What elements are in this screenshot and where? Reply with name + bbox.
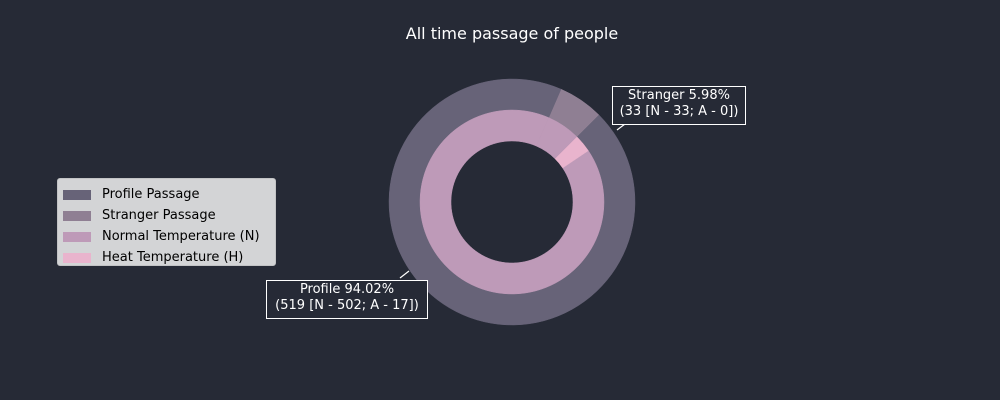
stranger-annotation-line1: Stranger 5.98% (628, 88, 730, 103)
inner-heat-temperature-h-slice-3 (554, 136, 589, 169)
stranger-annotation-line2: (33 [N - 33; A - 0]) (619, 104, 739, 119)
profile-leader-line (399, 270, 410, 279)
legend-item-normal-temperature: Normal Temperature (N) (63, 226, 275, 247)
legend-item-heat-temperature: Heat Temperature (H) (63, 247, 275, 268)
inner-normal-temperature-n-slice-2 (419, 109, 605, 295)
stranger-leader-line (616, 123, 626, 131)
legend-swatch (63, 210, 91, 221)
inner-ring (419, 109, 605, 295)
legend-swatch (63, 231, 91, 242)
stranger-annotation: Stranger 5.98% (33 [N - 33; A - 0]) (612, 86, 746, 125)
legend-swatch (63, 189, 91, 200)
legend-label: Profile Passage (102, 187, 200, 202)
legend-item-profile-passage: Profile Passage (63, 184, 275, 205)
legend-item-stranger-passage: Stranger Passage (63, 205, 275, 226)
profile-annotation-line1: Profile 94.02% (299, 282, 395, 297)
legend-label: Heat Temperature (H) (102, 250, 244, 265)
legend-label: Stranger Passage (102, 208, 216, 223)
chart-legend: Profile Passage Stranger Passage Normal … (57, 178, 276, 266)
profile-annotation-line2: (519 [N - 502; A - 17]) (275, 298, 419, 313)
profile-annotation: Profile 94.02% (519 [N - 502; A - 17]) (266, 280, 428, 319)
chart-title: All time passage of people (405, 24, 619, 43)
legend-label: Normal Temperature (N) (102, 229, 260, 244)
legend-swatch (63, 252, 91, 263)
